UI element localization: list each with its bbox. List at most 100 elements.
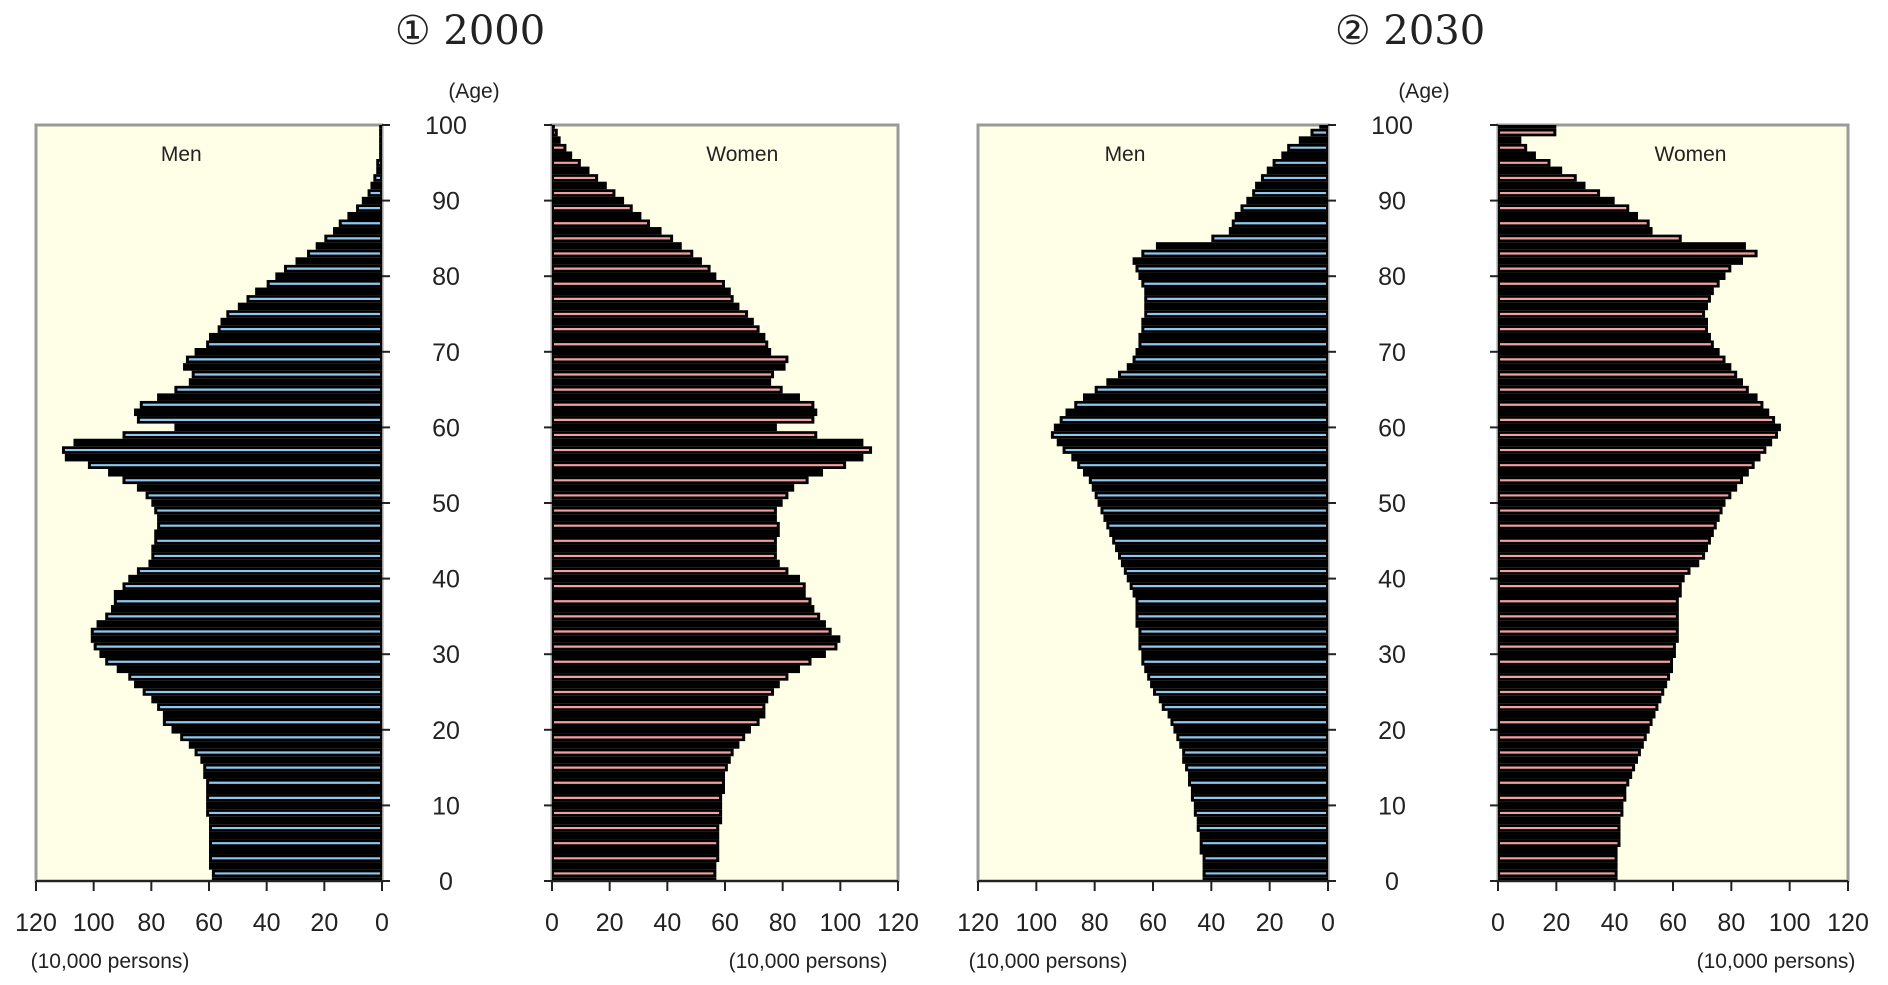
age-tick-label: 70: [432, 339, 460, 367]
women-bar-age-54: [1498, 468, 1749, 477]
age-axis-label: (Age): [448, 80, 499, 103]
women-x-tick-label: 100: [1769, 909, 1811, 937]
women-bar-age-100: [1498, 125, 1557, 129]
men-bar-age-90: [361, 196, 382, 205]
men-bar-age-100: [1319, 125, 1328, 129]
women-bar-age-92: [552, 181, 607, 190]
women-bar-age-50: [1498, 499, 1726, 507]
age-tick-label: 80: [432, 263, 460, 291]
women-x-tick-label: 0: [1491, 909, 1505, 937]
men-bar-age-26: [1150, 680, 1328, 689]
women-bar-age-58: [552, 438, 864, 447]
women-bar-age-4: [1498, 846, 1618, 855]
women-x-tick-label: 120: [1827, 909, 1869, 937]
men-bar-age-74: [1141, 317, 1328, 326]
women-bar-age-72: [1498, 332, 1711, 341]
women-x-tick-label: 0: [545, 909, 559, 937]
women-bar-age-30: [1498, 650, 1676, 658]
age-tick-label: 50: [432, 490, 460, 518]
men-bar-age-48: [157, 514, 382, 522]
men-bar-age-4: [209, 846, 382, 855]
women-bar-age-88: [552, 211, 642, 220]
men-label: Men: [1105, 143, 1146, 166]
men-bar-age-18: [1179, 741, 1328, 749]
women-bar-age-96: [1498, 151, 1536, 160]
men-bar-age-58: [73, 438, 382, 447]
men-x-tick-label: 40: [253, 909, 281, 937]
women-bar-age-80: [1498, 272, 1726, 280]
women-bar-age-78: [1498, 287, 1714, 296]
women-bar-age-68: [552, 363, 786, 371]
age-tick-label: 30: [432, 641, 460, 669]
women-bar-age-70: [1498, 348, 1720, 356]
men-x-tick-label: 100: [73, 909, 115, 937]
men-bar-age-68: [1126, 363, 1328, 371]
women-bar-age-74: [1498, 317, 1708, 326]
age-tick-label: 20: [432, 717, 460, 745]
men-unit-label: (10,000 persons): [969, 950, 1128, 973]
women-bar-age-66: [1498, 378, 1743, 386]
men-bar-age-90: [1246, 196, 1328, 205]
men-bar-age-82: [1132, 257, 1328, 265]
women-bar-age-12: [552, 786, 725, 795]
age-tick-label: 60: [432, 414, 460, 442]
women-bar-age-44: [552, 544, 777, 553]
men-bar-age-16: [200, 756, 382, 764]
women-unit-label: (10,000 persons): [1697, 950, 1856, 973]
women-bar-age-94: [552, 166, 590, 175]
women-bar-age-26: [552, 680, 780, 689]
women-bar-age-28: [1498, 665, 1673, 674]
women-x-tick-label: 100: [819, 909, 861, 937]
men-bar-age-50: [1097, 499, 1328, 507]
men-bar-age-68: [183, 363, 382, 371]
men-bar-age-88: [1234, 211, 1328, 220]
women-x-tick-label: 20: [1542, 909, 1570, 937]
men-bar-age-36: [1135, 605, 1328, 613]
women-unit-label: (10,000 persons): [729, 950, 888, 973]
women-bar-age-94: [1498, 166, 1563, 175]
men-bar-age-97: [379, 143, 382, 152]
women-bar-age-72: [552, 332, 766, 341]
women-bar-age-42: [1498, 559, 1700, 568]
age-tick-label: 40: [432, 566, 460, 594]
women-bar-age-24: [1498, 695, 1662, 704]
women-bar-age-80: [552, 272, 717, 280]
men-bar-age-70: [194, 348, 382, 356]
men-bar-age-14: [203, 771, 382, 779]
men-bar-age-24: [151, 695, 382, 704]
men-bar-age-48: [1103, 514, 1328, 522]
women-bar-age-26: [1498, 680, 1668, 689]
men-bar-age-74: [220, 317, 382, 326]
men-bar-age-54: [108, 468, 382, 477]
women-bar-age-88: [1498, 211, 1638, 220]
women-bar-age-40: [552, 574, 800, 583]
age-tick-label: 10: [1378, 792, 1406, 820]
women-x-tick-label: 80: [1717, 909, 1745, 937]
women-bar-age-46: [552, 529, 780, 538]
men-bar-age-28: [116, 665, 382, 674]
men-bar-age-10: [206, 801, 382, 810]
men-bar-age-80: [275, 272, 382, 280]
men-bar-age-32: [1138, 635, 1328, 643]
men-bar-age-60: [1053, 423, 1328, 432]
women-x-tick-label: 60: [1659, 909, 1687, 937]
women-bar-age-30: [552, 650, 826, 658]
men-bar-age-82: [295, 257, 382, 265]
women-bar-age-0: [552, 877, 717, 881]
women-bar-age-14: [552, 771, 725, 779]
men-bar-age-28: [1144, 665, 1328, 674]
women-bar-age-62: [1498, 408, 1770, 417]
age-tick-label: 60: [1378, 414, 1406, 442]
men-bar-age-58: [1056, 438, 1328, 447]
women-bar-age-44: [1498, 544, 1708, 553]
women-bar-age-48: [552, 514, 777, 522]
men-bar-age-64: [157, 393, 382, 401]
men-bar-age-34: [1135, 620, 1328, 628]
men-bar-age-46: [1109, 529, 1328, 538]
men-bar-age-0: [211, 877, 382, 881]
men-bar-age-72: [209, 332, 382, 341]
men-bar-age-92: [1255, 181, 1328, 190]
men-bar-age-96: [379, 151, 382, 160]
